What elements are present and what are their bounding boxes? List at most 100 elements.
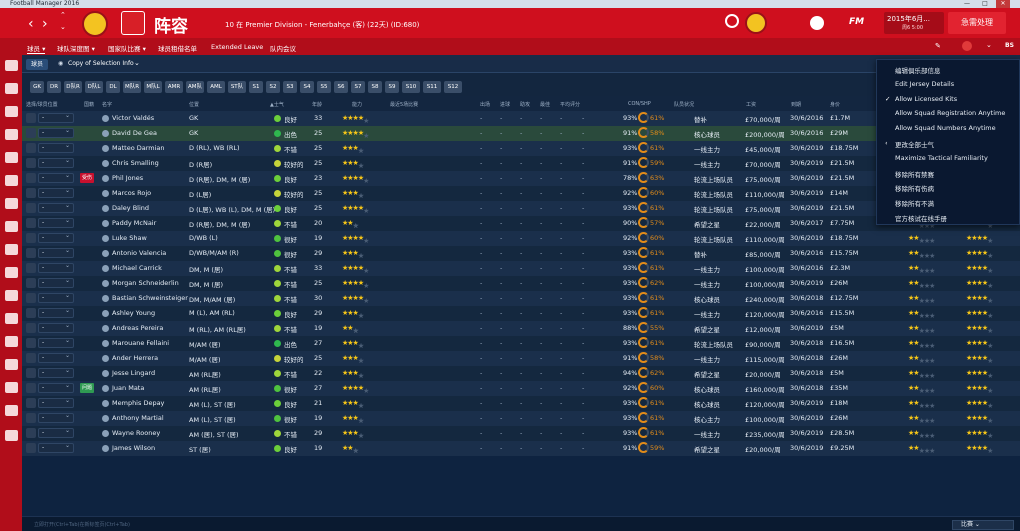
player-info-icon[interactable] [102, 280, 109, 287]
player-info-icon[interactable] [102, 340, 109, 347]
chevron-down-icon[interactable]: ⌄ [65, 382, 71, 389]
selection-dropdown[interactable]: - [38, 128, 74, 138]
col-age[interactable]: 年龄 [312, 102, 323, 108]
table-row[interactable]: - ⌄ Jesse Lingard AM (RL居) 不错 22 ★★★ ★ ★ - - - - - -94… [22, 366, 1020, 381]
col-select[interactable]: 选择/球员位置 [26, 102, 58, 108]
player-name[interactable]: Luke Shaw [112, 234, 147, 242]
col-pom[interactable]: 最佳 [540, 102, 551, 108]
table-row[interactable]: - ⌄ Paddy McNair D (R居), DM, M (居) 不错 20 ★★ ★ ★ ★… [22, 216, 1020, 231]
player-info-icon[interactable] [102, 355, 109, 362]
position-filter-button[interactable]: D队R [64, 81, 82, 93]
position-filter-button[interactable]: S11 [423, 81, 441, 93]
maximize-button[interactable]: □ [982, 0, 988, 7]
player-name[interactable]: Paddy McNair [112, 219, 157, 227]
selection-dropdown[interactable]: - [38, 278, 74, 288]
chevron-down-icon[interactable]: ⌄ [65, 127, 71, 134]
position-filter-button[interactable]: M队R [123, 81, 141, 93]
selection-dropdown[interactable]: - [38, 293, 74, 303]
tab-players[interactable]: 球员 [26, 59, 48, 70]
medical-icon[interactable] [5, 359, 18, 370]
club-badge-button[interactable] [745, 12, 767, 34]
chevron-down-icon[interactable]: ⌄ [65, 427, 71, 434]
back-arrow-icon[interactable]: ‹ [28, 16, 34, 32]
row-check[interactable] [26, 383, 36, 393]
row-check[interactable] [26, 323, 36, 333]
position-filter-button[interactable]: S7 [351, 81, 365, 93]
position-filter-button[interactable]: AML [207, 81, 225, 93]
player-info-icon[interactable] [102, 310, 109, 317]
player-info-icon[interactable] [102, 190, 109, 197]
table-row[interactable]: - ⌄ Memphis Depay AM (L), ST (居) 良好 21 ★★★ ★ ★ - -… [22, 396, 1020, 411]
selection-dropdown[interactable]: - [38, 203, 74, 213]
col-wage[interactable]: 工资 [746, 102, 757, 108]
player-name[interactable]: Juan Mata [112, 384, 145, 392]
position-filter-button[interactable]: AMR [165, 81, 183, 93]
context-menu-item[interactable]: Allow Squad Registration Anytime [895, 109, 1005, 117]
row-check[interactable] [26, 158, 36, 168]
row-check[interactable] [26, 263, 36, 273]
context-menu-item[interactable]: 移除所有不满 [895, 198, 934, 208]
staff-icon[interactable] [5, 175, 18, 186]
chevron-down-icon[interactable]: ⌄ [65, 157, 71, 164]
row-check[interactable] [26, 173, 36, 183]
row-check[interactable] [26, 398, 36, 408]
position-filter-button[interactable]: D队L [85, 81, 103, 93]
date-box[interactable]: 2015年6月... 周6 5:00 [884, 12, 944, 34]
table-row[interactable]: - ⌄ Victor Valdés GK 良好 33 ★★★★ ★ - - - - - -93% 61% 替补… [22, 111, 1020, 126]
context-menu-item[interactable]: 编辑俱乐部信息 [895, 65, 941, 75]
up-arrow-icon[interactable]: ⌃ [60, 11, 66, 19]
chevron-down-icon[interactable]: ⌄ [65, 247, 71, 254]
squad-icon[interactable] [5, 106, 18, 117]
col-last5[interactable]: 最近5场比赛 [390, 102, 419, 108]
chevron-down-icon[interactable]: ⌄ [65, 367, 71, 374]
col-ability[interactable]: 能力 [352, 102, 363, 108]
position-filter-button[interactable]: DL [106, 81, 120, 93]
player-name[interactable]: Wayne Rooney [112, 429, 161, 437]
training-icon[interactable] [5, 267, 18, 278]
context-menu-item[interactable]: 移除所有伤病 [895, 183, 934, 193]
row-check[interactable] [26, 353, 36, 363]
col-goals[interactable]: 进球 [500, 102, 511, 108]
player-name[interactable]: Ashley Young [112, 309, 156, 317]
row-check[interactable] [26, 233, 36, 243]
selection-dropdown[interactable]: - [38, 143, 74, 153]
player-name[interactable]: Victor Valdés [112, 114, 155, 122]
player-name[interactable]: Bastian Schweinsteiger [112, 294, 188, 302]
subnav-loan-list[interactable]: 球员租借名单 [158, 45, 197, 53]
player-info-icon[interactable] [102, 370, 109, 377]
row-check[interactable] [26, 188, 36, 198]
minimize-button[interactable]: — [964, 0, 970, 7]
scouting-icon[interactable] [5, 290, 18, 301]
player-info-icon[interactable] [102, 295, 109, 302]
table-row[interactable]: - ⌄ Marcos Rojo D (L居) 较好的 25 ★★★ ★ ★ - - - - - -92% 60… [22, 186, 1020, 201]
row-check[interactable] [26, 218, 36, 228]
selection-dropdown[interactable]: - [38, 218, 74, 228]
player-name[interactable]: Marcos Rojo [112, 189, 152, 197]
view-chevron-icon[interactable]: ⌄ [134, 59, 140, 67]
table-row[interactable]: - ⌄ Michael Carrick DM, M (居) 不错 33 ★★★★ ★ - - - - -… [22, 261, 1020, 276]
col-avg-rating[interactable]: 平均评分 [560, 102, 581, 108]
position-filter-button[interactable]: S9 [385, 81, 399, 93]
row-check[interactable] [26, 128, 36, 138]
subnav-team-meeting[interactable]: 队内会议 [270, 45, 296, 53]
position-filter-button[interactable]: M队L [144, 81, 162, 93]
player-name[interactable]: Phil Jones [112, 174, 144, 182]
context-menu-item[interactable]: Edit Jersey Details [895, 80, 954, 88]
context-menu-item[interactable]: ‹ 更改全部士气 [885, 139, 934, 149]
subnav-players[interactable]: 球员 ▾ [27, 45, 46, 54]
chevron-down-icon[interactable]: ⌄ [65, 322, 71, 329]
forward-arrow-icon[interactable]: › [42, 16, 48, 32]
subnav-depth-chart[interactable]: 球队深度图 ▾ [57, 45, 95, 53]
col-apps[interactable]: 出场 [480, 102, 491, 108]
selection-dropdown[interactable]: - [38, 368, 74, 378]
player-name[interactable]: Jesse Lingard [112, 369, 156, 377]
table-row[interactable]: - ⌄ Marouane Fellaini M/AM (居) 出色 27 ★★★ ★ ★ - - - -… [22, 336, 1020, 351]
row-check[interactable] [26, 428, 36, 438]
chevron-down-icon[interactable]: ⌄ [65, 217, 71, 224]
table-row[interactable]: - ⌄ Morgan Schneiderlin DM, M (居) 不错 25 ★★★★ ★ -… [22, 276, 1020, 291]
table-row[interactable]: - ⌄ Chris Smalling D (R居) 较好的 25 ★★★ ★ ★ - - - - - -91… [22, 156, 1020, 171]
selection-dropdown[interactable]: - [38, 113, 74, 123]
table-row[interactable]: - ⌄ 问题 Juan Mata AM (RL居) 很好 27 ★★★★ ★ - - - - - -92% 6… [22, 381, 1020, 396]
player-name[interactable]: Morgan Schneiderlin [112, 279, 179, 287]
player-info-icon[interactable] [102, 115, 109, 122]
